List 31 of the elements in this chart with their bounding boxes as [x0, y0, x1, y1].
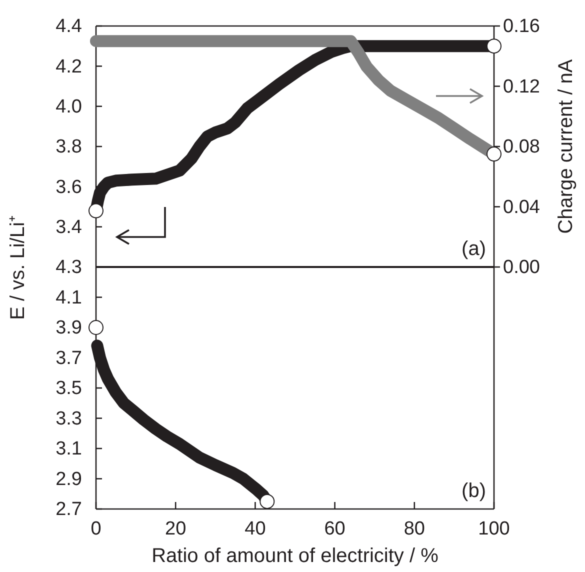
x-tick-label: 100: [478, 518, 510, 540]
y2-tick-label: 0.08: [503, 136, 540, 158]
x-tick-label: 60: [324, 518, 346, 540]
y-tick-label: 3.4: [56, 216, 82, 238]
y2-tick-label: 0.16: [503, 16, 540, 38]
x-tick-label: 80: [404, 518, 425, 540]
y2-tick-label: 0.04: [503, 196, 540, 218]
y-tick-label: 2.7: [56, 499, 82, 520]
y-tick-label: 3.3: [56, 408, 82, 430]
y-tick-label: 3.9: [56, 318, 82, 339]
y-tick-label: 3.6: [56, 176, 82, 198]
x-axis-title: Ratio of amount of electricity / %: [152, 545, 439, 567]
x-tick-label: 0: [90, 518, 102, 540]
y-tick-label: 4.1: [56, 287, 82, 308]
y-axis-title: E / vs. Li/Li⁺: [7, 215, 29, 320]
y-tick-label: 4.0: [56, 96, 82, 118]
y-tick-label: 3.5: [56, 378, 82, 400]
y-tick-label: 3.8: [56, 136, 82, 158]
annotation: (b): [462, 480, 486, 502]
x-tick-label: 40: [244, 518, 266, 540]
x-tick-label: 20: [165, 518, 186, 540]
annotation: (a): [462, 238, 486, 260]
y-tick-label: 3.7: [56, 348, 82, 369]
y-tick-label: 4.2: [56, 56, 82, 78]
y2-tick-label: 0.00: [503, 257, 540, 278]
y-tick-label: 4.4: [56, 16, 82, 38]
y-tick-label: 4.3: [56, 257, 82, 278]
y-tick-label: 3.1: [56, 438, 82, 460]
y-tick-label: 2.9: [56, 468, 82, 490]
y2-axis-title: Charge current / nA: [555, 58, 577, 234]
y2-tick-label: 0.12: [503, 76, 540, 98]
